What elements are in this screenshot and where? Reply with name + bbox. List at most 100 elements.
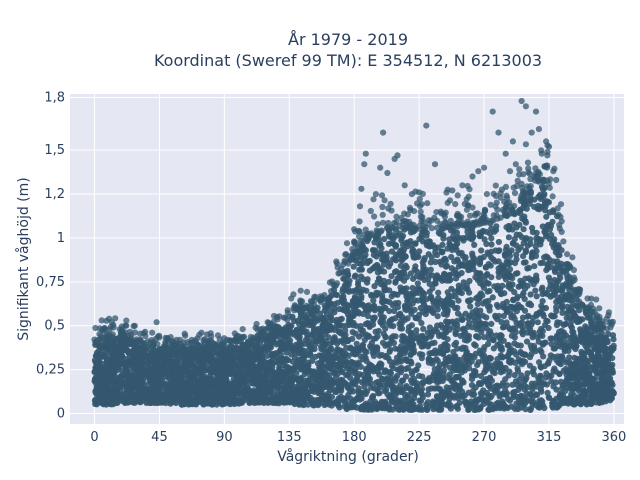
data-point (312, 353, 319, 360)
data-point (528, 345, 535, 352)
data-point (490, 256, 497, 263)
data-point (451, 353, 458, 360)
data-point (566, 354, 573, 361)
data-point (301, 371, 308, 378)
data-point (398, 271, 405, 278)
data-point (521, 382, 528, 389)
data-point (310, 388, 318, 395)
data-point (432, 249, 439, 256)
data-point (591, 367, 598, 374)
data-point (481, 352, 488, 359)
data-point (522, 247, 530, 254)
data-point (493, 301, 501, 309)
data-point (473, 326, 481, 333)
data-point (418, 386, 425, 393)
data-point (465, 315, 472, 322)
data-point (423, 401, 430, 408)
data-point (419, 238, 426, 245)
data-point (534, 319, 541, 326)
data-point (348, 313, 355, 320)
data-point (107, 365, 114, 372)
data-point (538, 183, 546, 190)
data-point (438, 348, 445, 355)
data-point (395, 399, 402, 406)
data-point (357, 323, 364, 330)
data-point (368, 403, 375, 410)
data-point (495, 273, 502, 280)
data-point (113, 385, 120, 393)
data-point (495, 258, 502, 265)
data-point (451, 320, 458, 327)
data-point (491, 370, 498, 377)
data-point (275, 359, 282, 367)
data-point (409, 300, 416, 307)
data-point (484, 271, 491, 278)
data-point (386, 405, 393, 412)
data-point (564, 369, 572, 376)
data-point (442, 329, 450, 336)
data-point (392, 374, 399, 381)
data-point (518, 350, 525, 357)
data-point (610, 342, 617, 349)
data-point (429, 272, 436, 279)
data-point (512, 359, 519, 366)
data-point (472, 342, 479, 349)
data-point (442, 257, 449, 264)
data-point (526, 200, 533, 207)
data-point (293, 383, 300, 390)
data-point (553, 307, 560, 315)
data-point (465, 267, 472, 274)
data-point (370, 251, 377, 258)
data-point (404, 393, 411, 401)
data-point (329, 339, 336, 346)
data-point (343, 372, 350, 379)
data-point (547, 222, 555, 230)
data-point (264, 367, 271, 374)
data-point (470, 372, 477, 379)
data-point (487, 355, 494, 362)
data-point (348, 302, 355, 309)
data-point (449, 301, 456, 309)
data-point (481, 236, 488, 243)
data-point (477, 280, 484, 287)
data-point (321, 356, 328, 363)
data-point (547, 335, 554, 342)
data-point (167, 359, 174, 366)
data-point (565, 347, 572, 354)
data-point (514, 270, 521, 277)
data-point (544, 389, 551, 396)
data-point (358, 405, 365, 412)
data-point (390, 235, 397, 242)
data-point (334, 292, 341, 299)
data-point (364, 333, 371, 340)
data-point (477, 372, 485, 380)
data-point (397, 262, 404, 269)
data-point (374, 368, 381, 375)
data-point (547, 282, 554, 289)
data-point (516, 231, 523, 238)
data-point (478, 394, 485, 401)
data-point (319, 382, 326, 389)
data-point (427, 259, 434, 266)
data-point (385, 377, 392, 384)
data-point (396, 367, 403, 374)
data-point (529, 383, 536, 390)
data-point (307, 352, 314, 359)
data-point (463, 348, 470, 355)
data-point (495, 312, 502, 320)
data-point (425, 386, 432, 393)
data-point (522, 406, 529, 413)
data-point (557, 353, 565, 360)
data-point (388, 316, 396, 323)
data-point (342, 327, 349, 334)
data-point (382, 325, 389, 332)
data-point (527, 240, 534, 247)
data-point (503, 224, 510, 231)
data-point (566, 315, 573, 322)
data-point (215, 372, 222, 380)
data-point (542, 227, 549, 234)
data-point (157, 351, 165, 358)
data-point (249, 395, 256, 402)
data-point (336, 328, 344, 335)
data-point (427, 266, 434, 273)
